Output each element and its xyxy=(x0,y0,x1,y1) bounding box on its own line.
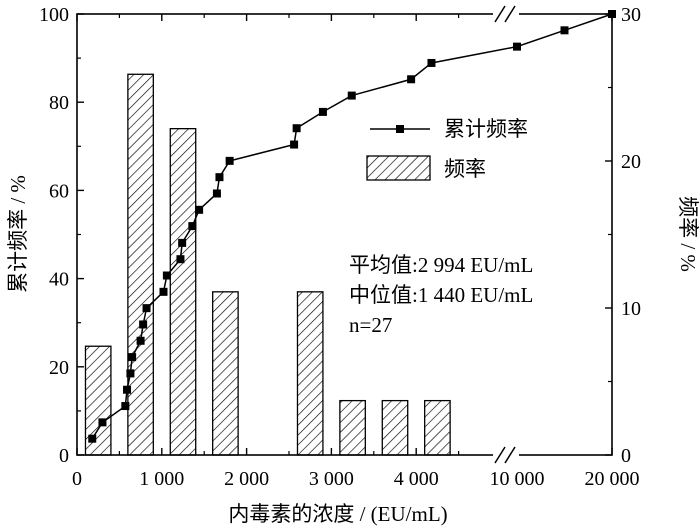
line-point xyxy=(188,222,197,231)
line-point xyxy=(176,255,185,264)
line-point xyxy=(318,107,327,116)
x-tick-label: 1 000 xyxy=(139,468,184,490)
y-axis-title-left: 累计频率 / % xyxy=(6,175,30,293)
axis-ticks: 0 20 40 60 80 100 0 10 20 30 0 1 000 2 000 3 000 4 000… xyxy=(39,4,641,490)
cumulative-line-series xyxy=(88,10,616,443)
line-point xyxy=(121,402,130,411)
y-right-tick-label: 30 xyxy=(621,4,641,26)
legend: 累计频率 频率 xyxy=(366,117,528,181)
x-tick-label: 10 000 xyxy=(490,468,545,490)
bar xyxy=(212,291,239,456)
annotation-median: 中位值:1 440 EU/mL xyxy=(349,283,533,307)
legend-label-cumulative: 累计频率 xyxy=(444,117,528,141)
y-left-tick-label: 20 xyxy=(49,357,69,379)
x-tick-label: 3 000 xyxy=(309,468,354,490)
line-point xyxy=(123,385,132,394)
bar xyxy=(381,399,409,456)
y-right-tick-label: 20 xyxy=(621,151,641,173)
line-point xyxy=(159,287,168,296)
x-axis-title: 内毒素的浓度 / (EU/mL) xyxy=(228,502,447,526)
line-point xyxy=(128,353,137,362)
bar xyxy=(339,399,366,456)
bar xyxy=(296,291,324,456)
line-point xyxy=(427,58,436,67)
line-point xyxy=(225,156,234,165)
line-point xyxy=(212,189,221,198)
plot-frame xyxy=(76,13,613,456)
bar xyxy=(424,399,451,456)
line-point xyxy=(88,434,97,443)
legend-bar-swatch xyxy=(366,155,431,181)
x-tick-label: 0 xyxy=(72,468,82,490)
legend-line-marker xyxy=(396,125,404,133)
line-point xyxy=(560,26,569,35)
line-point xyxy=(215,173,224,182)
y-right-tick-label: 0 xyxy=(621,445,631,467)
legend-label-frequency: 频率 xyxy=(444,157,486,181)
line-point xyxy=(195,205,204,214)
annotation-mean: 平均值:2 994 EU/mL xyxy=(349,253,533,277)
stats-annotation: 平均值:2 994 EU/mL 中位值:1 440 EU/mL n=27 xyxy=(349,253,533,337)
y-axis-title-right: 频率 / % xyxy=(676,196,700,272)
x-tick-label: 20 000 xyxy=(585,468,640,490)
line-point xyxy=(292,124,301,133)
bar xyxy=(127,73,154,456)
y-left-tick-label: 100 xyxy=(39,4,69,26)
line-point xyxy=(290,140,299,149)
y-right-tick-label: 10 xyxy=(621,298,641,320)
line-point xyxy=(136,336,145,345)
line-point xyxy=(178,238,187,247)
bar xyxy=(169,128,197,456)
y-left-tick-label: 40 xyxy=(49,269,69,291)
axis-break-marks xyxy=(493,5,519,464)
line-point xyxy=(139,320,148,329)
line-point xyxy=(98,418,107,427)
line-point xyxy=(126,369,135,378)
line-point xyxy=(513,42,521,51)
x-tick-label: 4 000 xyxy=(394,468,439,490)
line-point xyxy=(347,91,356,100)
line-point xyxy=(142,304,151,313)
line-point xyxy=(407,75,416,84)
y-left-tick-label: 60 xyxy=(49,180,69,202)
y-left-tick-label: 80 xyxy=(49,92,69,114)
y-left-tick-label: 0 xyxy=(59,445,69,467)
line-point xyxy=(162,271,171,280)
x-tick-label: 2 000 xyxy=(224,468,269,490)
bar-series xyxy=(84,73,451,456)
annotation-n: n=27 xyxy=(349,313,392,337)
